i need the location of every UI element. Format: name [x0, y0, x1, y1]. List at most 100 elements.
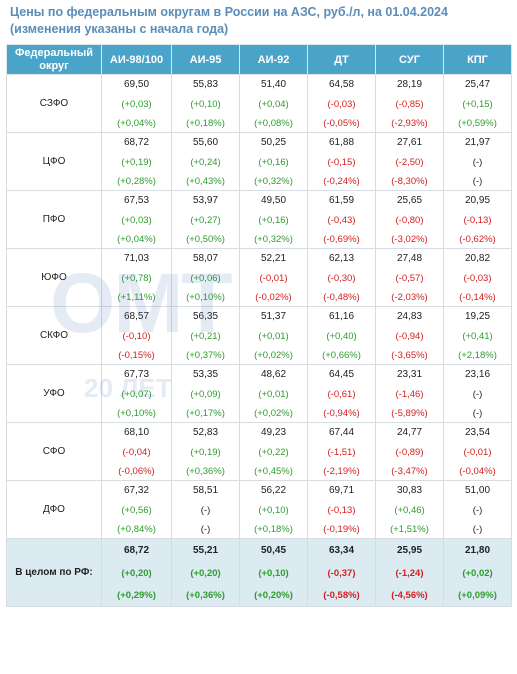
- price-value: 68,10: [123, 427, 150, 438]
- abs-change: (+0,27): [190, 214, 221, 226]
- price-value: 69,50: [123, 79, 150, 90]
- price-value: 51,37: [260, 311, 287, 322]
- abs-change: (-0,01): [463, 446, 492, 458]
- abs-change: (+0,24): [190, 156, 221, 168]
- pct-change: (-0,69%): [323, 234, 360, 245]
- pct-change: (+0,10%): [117, 408, 156, 419]
- price-cell: 19,25 (+0,41) (+2,18%): [443, 306, 512, 365]
- abs-change: (+0,78): [121, 272, 152, 284]
- price-cell: 28,19 (-0,85) (-2,93%): [375, 74, 444, 133]
- price-value: 51,40: [260, 79, 287, 90]
- pct-change: (-2,03%): [391, 292, 428, 303]
- abs-change: (+0,01): [258, 330, 289, 342]
- abs-change: (+0,10): [258, 567, 289, 579]
- price-value: 49,23: [260, 427, 287, 438]
- abs-change: (-0,01): [259, 272, 288, 284]
- pct-change: (+2,18%): [458, 350, 497, 361]
- table-row: УФО 67,73 (+0,07) (+0,10%) 53,35 (+0,09) (+0,1…: [6, 364, 512, 423]
- price-cell: 49,50 (+0,16) (+0,32%): [239, 190, 308, 249]
- price-value: 25,95: [396, 545, 423, 556]
- price-value: 64,45: [328, 369, 355, 380]
- pct-change: (+0,04%): [117, 118, 156, 129]
- price-cell: 67,53 (+0,03) (+0,04%): [101, 190, 172, 249]
- abs-change: (+0,03): [121, 98, 152, 110]
- price-cell: 48,62 (+0,01) (+0,02%): [239, 364, 308, 423]
- price-value: 21,97: [464, 137, 491, 148]
- price-value: 49,50: [260, 195, 287, 206]
- price-cell: 20,95 (-0,13) (-0,62%): [443, 190, 512, 249]
- pct-change: (-): [472, 524, 483, 535]
- pct-change: (+0,29%): [117, 590, 156, 601]
- region-name: ПФО: [6, 190, 102, 249]
- price-cell: 20,82 (-0,03) (-0,14%): [443, 248, 512, 307]
- price-value: 63,34: [328, 545, 355, 556]
- pct-change: (-2,19%): [323, 466, 360, 477]
- pct-change: (+0,32%): [254, 234, 293, 245]
- price-cell: 61,59 (-0,43) (-0,69%): [307, 190, 376, 249]
- price-value: 25,65: [396, 195, 423, 206]
- fuel-price-table: Федеральный округ АИ-98/100 АИ-95 АИ-92 …: [6, 44, 512, 607]
- price-cell: 23,54 (-0,01) (-0,04%): [443, 422, 512, 481]
- abs-change: (+0,22): [258, 446, 289, 458]
- pct-change: (-3,65%): [391, 350, 428, 361]
- price-value: 55,21: [192, 545, 219, 556]
- price-cell: 52,21 (-0,01) (-0,02%): [239, 248, 308, 307]
- pct-change: (+0,36%): [186, 466, 225, 477]
- table-row: ДФО 67,32 (+0,56) (+0,84%) 58,51 (-) (-) 56,22 (…: [6, 480, 512, 539]
- table-row: ЮФО 71,03 (+0,78) (+1,11%) 58,07 (+0,06) (+0,1…: [6, 248, 512, 307]
- abs-change: (+0,10): [190, 98, 221, 110]
- price-value: 51,00: [464, 485, 491, 496]
- abs-change: (+0,03): [121, 214, 152, 226]
- abs-change: (+0,16): [258, 214, 289, 226]
- price-cell: 67,44 (-1,51) (-2,19%): [307, 422, 376, 481]
- table-row: ПФО 67,53 (+0,03) (+0,04%) 53,97 (+0,27) (+0,5…: [6, 190, 512, 249]
- abs-change: (-1,46): [395, 388, 424, 400]
- title-line-1: Цены по федеральным округам в России на …: [10, 5, 448, 19]
- pct-change: (+0,09%): [458, 590, 497, 601]
- abs-change: (+0,46): [394, 504, 425, 516]
- price-value: 62,13: [328, 253, 355, 264]
- price-value: 67,53: [123, 195, 150, 206]
- abs-change: (-0,37): [327, 567, 356, 579]
- price-value: 61,88: [328, 137, 355, 148]
- pct-change: (+0,28%): [117, 176, 156, 187]
- price-cell: 68,57 (-0,10) (-0,15%): [101, 306, 172, 365]
- pct-change: (-): [472, 408, 483, 419]
- header-ai92: АИ-92: [239, 44, 308, 75]
- page-title: Цены по федеральным округам в России на …: [10, 4, 510, 38]
- price-value: 61,59: [328, 195, 355, 206]
- pct-change: (+1,51%): [390, 524, 429, 535]
- total-row: В целом по РФ: 68,72 (+0,20) (+0,29%) 55,21 (…: [6, 538, 512, 607]
- price-value: 48,62: [260, 369, 287, 380]
- pct-change: (+0,10%): [186, 292, 225, 303]
- abs-change: (+0,09): [190, 388, 221, 400]
- price-cell: 30,83 (+0,46) (+1,51%): [375, 480, 444, 539]
- price-cell: 24,83 (-0,94) (-3,65%): [375, 306, 444, 365]
- abs-change: (-): [472, 504, 483, 516]
- price-cell: 67,32 (+0,56) (+0,84%): [101, 480, 172, 539]
- abs-change: (+0,20): [121, 567, 152, 579]
- region-name: СФО: [6, 422, 102, 481]
- price-cell: 67,73 (+0,07) (+0,10%): [101, 364, 172, 423]
- abs-change: (+0,21): [190, 330, 221, 342]
- price-cell: 52,83 (+0,19) (+0,36%): [171, 422, 240, 481]
- header-sug: СУГ: [375, 44, 444, 75]
- abs-change: (-0,61): [327, 388, 356, 400]
- price-value: 53,35: [192, 369, 219, 380]
- abs-change: (-1,24): [395, 567, 424, 579]
- price-cell: 68,10 (-0,04) (-0,06%): [101, 422, 172, 481]
- price-value: 61,16: [328, 311, 355, 322]
- price-cell: 58,07 (+0,06) (+0,10%): [171, 248, 240, 307]
- price-cell: 56,35 (+0,21) (+0,37%): [171, 306, 240, 365]
- pct-change: (+0,66%): [322, 350, 361, 361]
- price-cell: 71,03 (+0,78) (+1,11%): [101, 248, 172, 307]
- abs-change: (+0,10): [258, 504, 289, 516]
- price-cell: 23,31 (-1,46) (-5,89%): [375, 364, 444, 423]
- pct-change: (-0,24%): [323, 176, 360, 187]
- pct-change: (-8,30%): [391, 176, 428, 187]
- abs-change: (+0,41): [462, 330, 493, 342]
- price-cell: 25,95 (-1,24) (-4,56%): [375, 538, 444, 607]
- abs-change: (+0,06): [190, 272, 221, 284]
- price-cell: 69,50 (+0,03) (+0,04%): [101, 74, 172, 133]
- abs-change: (-1,51): [327, 446, 356, 458]
